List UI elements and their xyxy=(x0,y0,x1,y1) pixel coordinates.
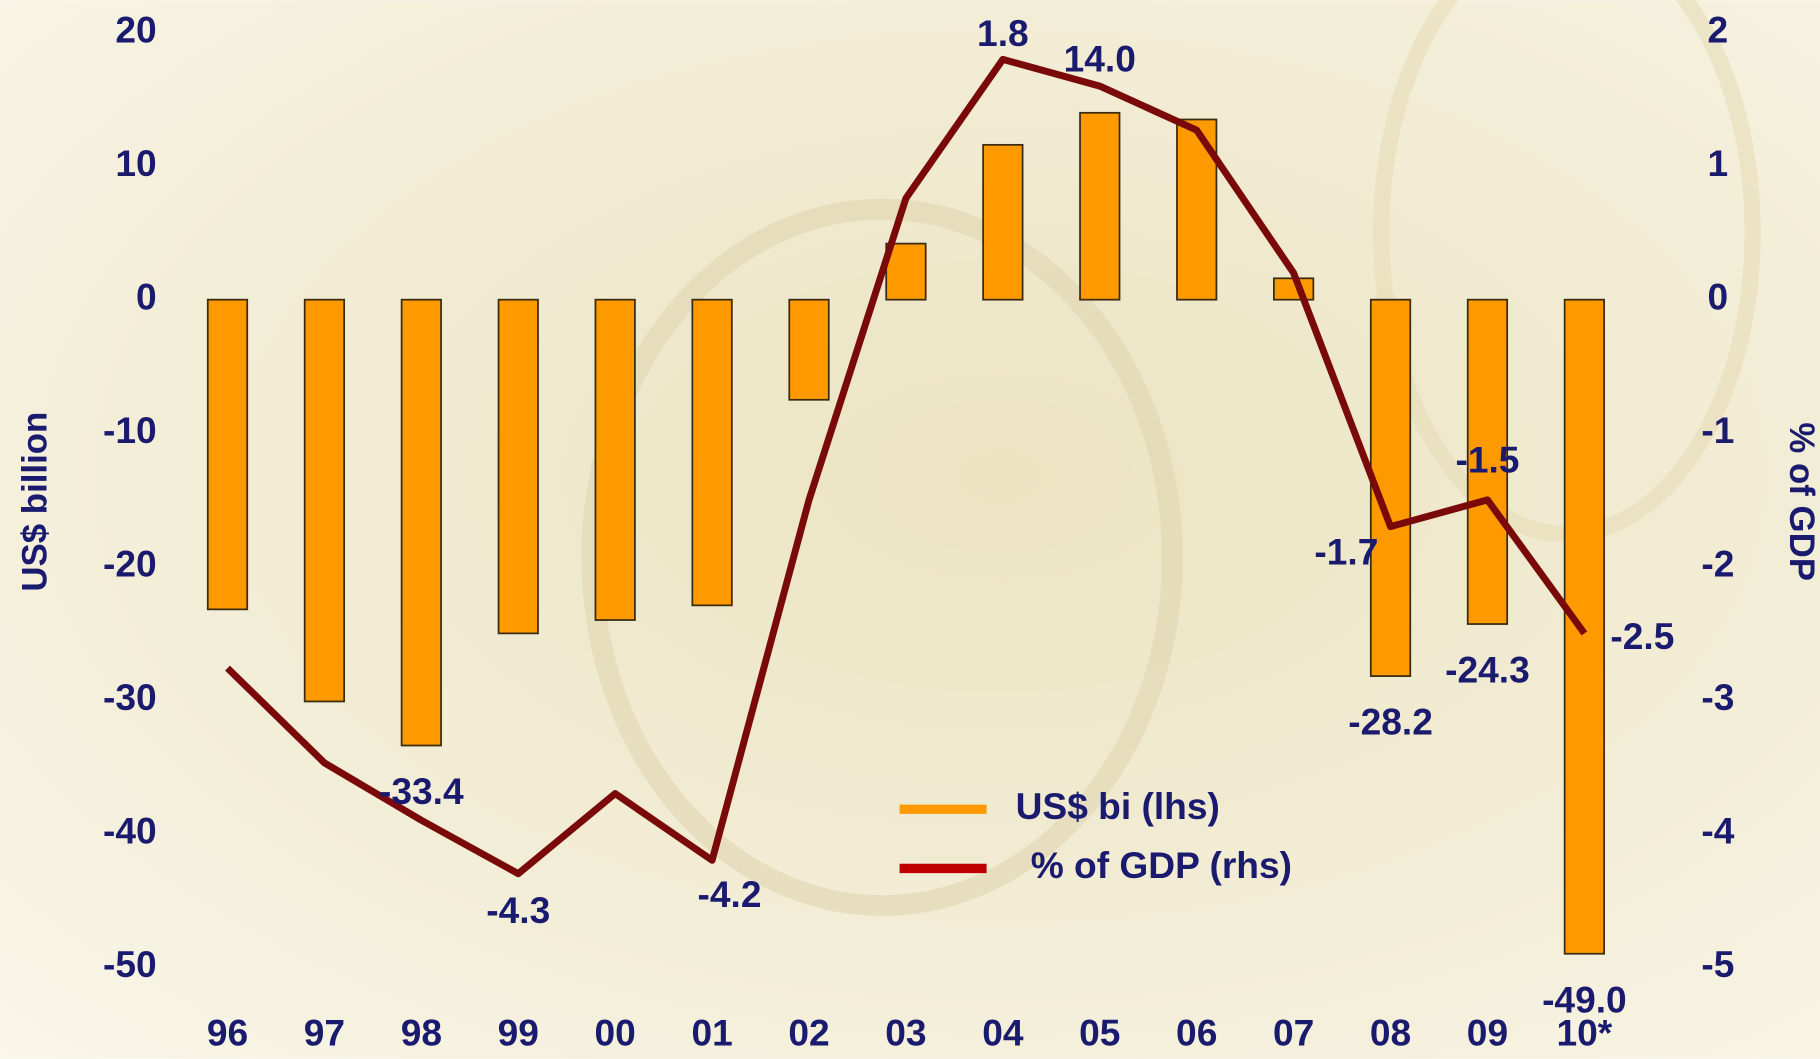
legend-label: % of GDP (rhs) xyxy=(1031,844,1292,886)
x-tick-label: 09 xyxy=(1467,1011,1508,1053)
y-tick-label: 10 xyxy=(115,142,156,184)
y-tick-label: -50 xyxy=(103,943,157,985)
y-tick-label: -30 xyxy=(103,676,157,718)
x-tick-label: 01 xyxy=(691,1011,732,1053)
bar xyxy=(1080,113,1119,300)
y2-axis-title: % of GDP xyxy=(1782,422,1820,581)
data-label: -2.5 xyxy=(1610,615,1674,657)
y2-tick-label: 0 xyxy=(1708,275,1729,317)
x-tick-label: 97 xyxy=(304,1011,345,1053)
x-tick-label: 07 xyxy=(1273,1011,1314,1053)
y2-tick-label: -4 xyxy=(1701,809,1734,851)
data-label: -4.2 xyxy=(698,873,762,915)
y-tick-label: 20 xyxy=(115,9,156,51)
y2-tick-label: 2 xyxy=(1708,9,1729,51)
x-tick-label: 00 xyxy=(595,1011,636,1053)
bar xyxy=(1565,300,1604,954)
page: {"chart_data": { "type": "bar_line", "ca… xyxy=(0,0,1820,1059)
y2-tick-label: 1 xyxy=(1708,142,1729,184)
data-label: -28.2 xyxy=(1348,701,1433,743)
bar xyxy=(789,300,828,400)
y-axis-title: US$ billion xyxy=(15,412,54,592)
x-tick-label: 06 xyxy=(1176,1011,1217,1053)
data-label: -1.7 xyxy=(1314,530,1378,572)
data-label: -4.3 xyxy=(486,889,550,931)
bar xyxy=(499,300,538,634)
y-tick-label: -10 xyxy=(103,409,157,451)
x-tick-label: 05 xyxy=(1079,1011,1120,1053)
x-tick-label: 98 xyxy=(401,1011,442,1053)
y2-tick-label: -5 xyxy=(1701,943,1734,985)
bar xyxy=(595,300,634,620)
y2-tick-label: -2 xyxy=(1701,542,1734,584)
y2-tick-label: -1 xyxy=(1701,409,1734,451)
data-label: -33.4 xyxy=(379,770,464,812)
bar xyxy=(305,300,344,702)
x-tick-label: 04 xyxy=(982,1011,1024,1053)
x-tick-label: 99 xyxy=(498,1011,539,1053)
data-label: -24.3 xyxy=(1445,649,1530,691)
data-label: -1.5 xyxy=(1455,439,1519,481)
bar xyxy=(983,145,1022,300)
data-label: -49.0 xyxy=(1542,978,1627,1020)
x-tick-label: 02 xyxy=(788,1011,829,1053)
y2-tick-label: -3 xyxy=(1701,676,1734,718)
data-label: 14.0 xyxy=(1064,38,1136,80)
bar xyxy=(402,300,441,746)
bar xyxy=(692,300,731,606)
y-tick-label: -40 xyxy=(103,809,157,851)
bar xyxy=(208,300,247,610)
legend-label: US$ bi (lhs) xyxy=(1016,785,1220,827)
data-label: 1.8 xyxy=(977,12,1029,54)
y-tick-label: 0 xyxy=(136,275,157,317)
y-tick-label: -20 xyxy=(103,542,157,584)
x-tick-label: 03 xyxy=(885,1011,926,1053)
x-tick-label: 08 xyxy=(1370,1011,1411,1053)
chart: US$ billion % of GDP -50-40-30-20-100102… xyxy=(0,0,1820,1059)
x-tick-label: 96 xyxy=(207,1011,248,1053)
